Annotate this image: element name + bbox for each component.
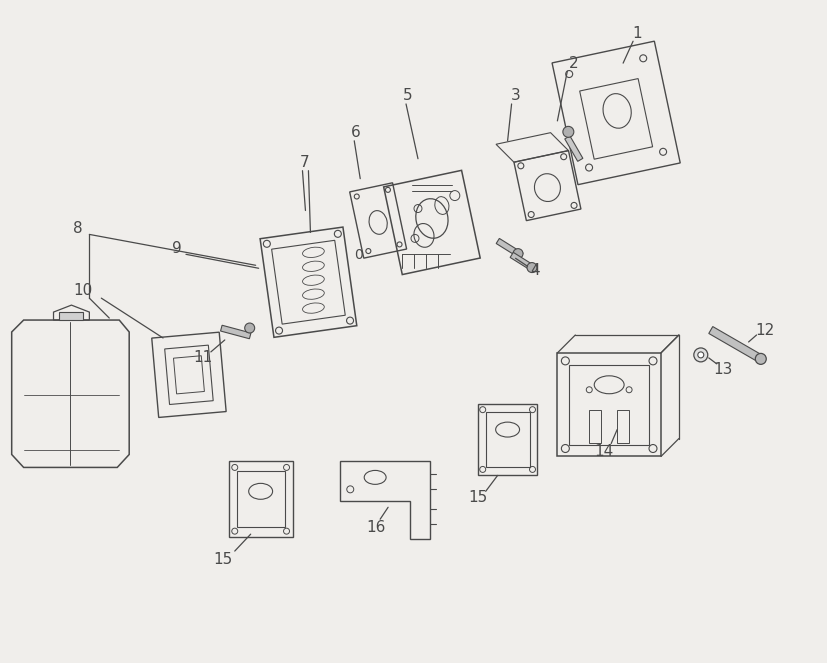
Text: 8: 8 xyxy=(73,221,82,236)
Text: 14: 14 xyxy=(595,444,614,459)
Text: 6: 6 xyxy=(351,125,361,141)
Polygon shape xyxy=(565,136,583,161)
Polygon shape xyxy=(496,239,523,259)
Circle shape xyxy=(527,263,537,272)
Text: 7: 7 xyxy=(299,155,309,170)
Text: 11: 11 xyxy=(194,350,213,365)
Text: 5: 5 xyxy=(404,88,413,103)
Text: 15: 15 xyxy=(468,490,487,505)
Text: 16: 16 xyxy=(366,520,386,534)
Text: 3: 3 xyxy=(511,88,520,103)
Text: 4: 4 xyxy=(531,263,540,278)
Circle shape xyxy=(698,352,704,358)
Polygon shape xyxy=(510,253,537,272)
Circle shape xyxy=(694,348,708,362)
Text: 13: 13 xyxy=(713,363,733,377)
Text: 2: 2 xyxy=(568,56,578,71)
Circle shape xyxy=(245,323,255,333)
Circle shape xyxy=(563,127,574,137)
Text: 9: 9 xyxy=(172,241,182,256)
Text: 15: 15 xyxy=(213,552,232,567)
Text: 1: 1 xyxy=(633,26,642,40)
Text: 12: 12 xyxy=(755,322,774,337)
Polygon shape xyxy=(709,327,764,363)
Circle shape xyxy=(755,353,767,365)
Polygon shape xyxy=(221,326,251,339)
Text: 0: 0 xyxy=(354,249,362,263)
Circle shape xyxy=(513,249,523,259)
Text: 10: 10 xyxy=(74,282,93,298)
Polygon shape xyxy=(60,312,84,320)
